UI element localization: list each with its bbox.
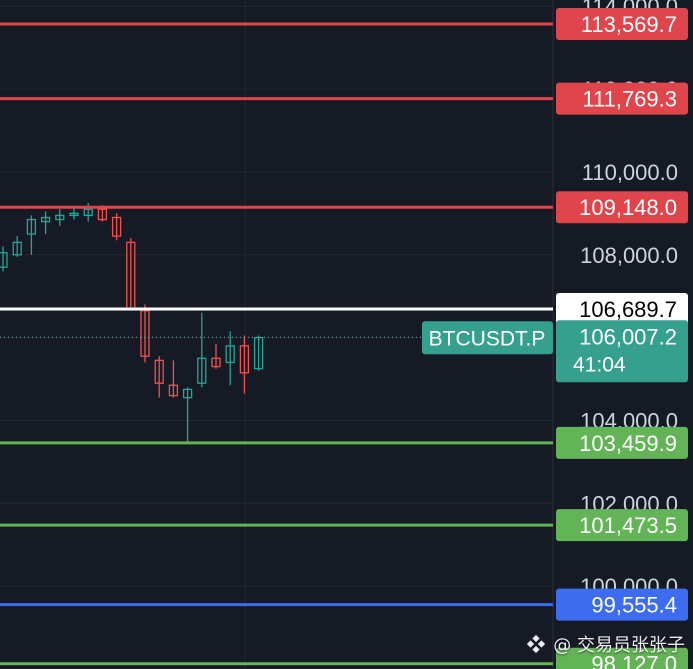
price-level-label: 103,459.9	[579, 431, 677, 456]
price-level-label-box	[556, 426, 688, 459]
price-level-label-box	[556, 509, 688, 542]
candle-body	[12, 241, 22, 256]
price-level-label: 109,148.0	[579, 195, 677, 220]
y-axis-tick-label: 110,000.0	[582, 160, 678, 185]
candle-body	[83, 208, 93, 217]
candle-body	[55, 214, 65, 221]
y-axis-tick-label: 108,000.0	[580, 243, 678, 268]
candle-body	[253, 336, 264, 370]
price-level-label: 106,689.7	[579, 297, 677, 322]
current-price-label: 106,007.2	[579, 324, 677, 349]
candle-body	[40, 216, 51, 223]
symbol-label-box	[422, 321, 553, 355]
symbol-label: BTCUSDT.P	[429, 327, 546, 350]
candle-body	[26, 218, 37, 235]
current-price-box	[556, 320, 688, 383]
candle-body	[225, 345, 235, 364]
candle-body	[197, 357, 207, 384]
candle-body	[0, 252, 8, 268]
price-level-label-box	[556, 191, 688, 224]
price-level-label: 98,127.0	[591, 652, 677, 669]
candle-body	[111, 216, 122, 237]
candle-countdown-label: 41:04	[573, 353, 626, 376]
price-level-label-box	[556, 293, 688, 326]
price-level-label-box	[556, 647, 688, 669]
candle-body	[211, 357, 221, 368]
price-level-label: 101,473.5	[579, 513, 677, 538]
candle-body	[69, 212, 79, 217]
candle-body	[182, 388, 193, 399]
price-level-label-box	[556, 588, 688, 621]
price-level-label-box	[556, 8, 688, 41]
price-level-label: 111,769.3	[582, 87, 677, 112]
candle-body	[168, 384, 179, 397]
price-level-label: 113,569.7	[581, 12, 677, 37]
price-level-label: 99,555.4	[591, 593, 677, 618]
price-level-label-box	[556, 82, 688, 115]
candle-body	[97, 208, 108, 221]
candle-body	[239, 345, 250, 374]
candle-body	[140, 310, 150, 357]
candle-body	[154, 359, 164, 384]
